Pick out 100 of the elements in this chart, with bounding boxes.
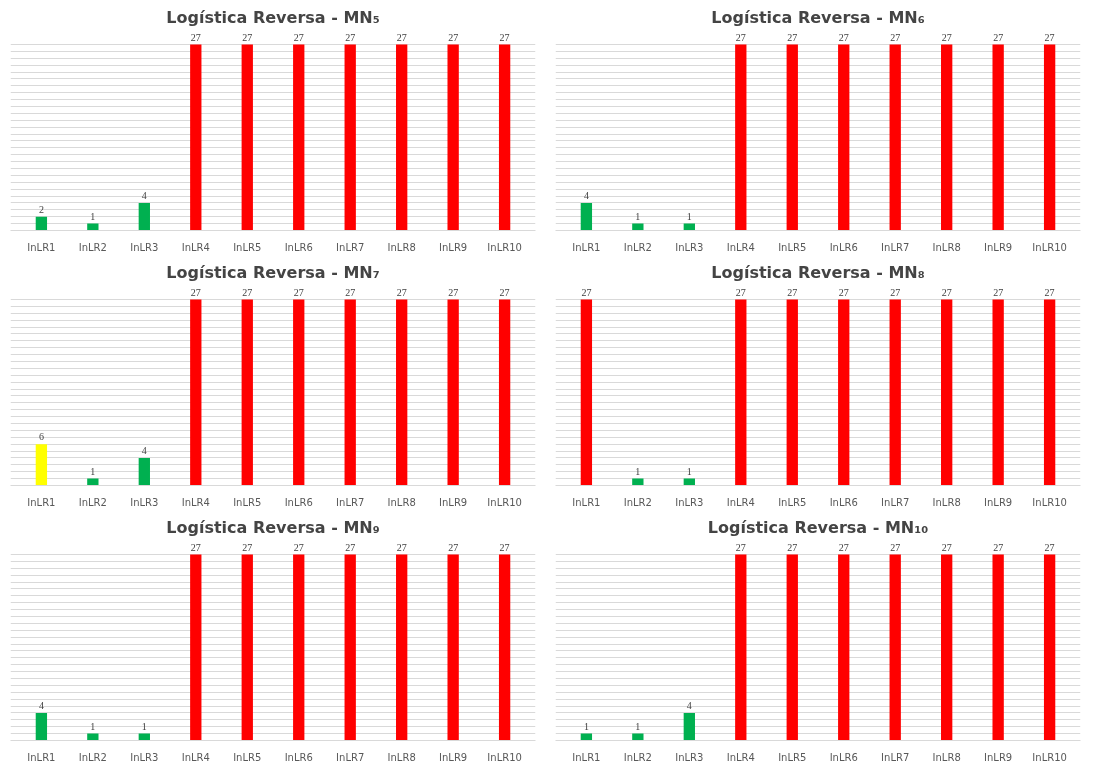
x-tick-label: InLR5 bbox=[233, 241, 262, 253]
x-tick-label: InLR9 bbox=[439, 751, 468, 763]
data-label: 1 bbox=[90, 210, 96, 222]
data-label: 27 bbox=[345, 286, 356, 298]
x-tick-label: InLR2 bbox=[623, 241, 652, 253]
x-tick-label: InLR10 bbox=[1032, 241, 1067, 253]
x-tick-label: InLR4 bbox=[726, 751, 755, 763]
data-label: 27 bbox=[787, 31, 798, 43]
data-label: 2 bbox=[38, 203, 44, 215]
data-label: 27 bbox=[242, 541, 253, 553]
data-label: 1 bbox=[90, 720, 96, 732]
data-label: 1 bbox=[583, 720, 589, 732]
data-label: 1 bbox=[90, 465, 96, 477]
data-label: 4 bbox=[141, 189, 147, 201]
data-label: 27 bbox=[396, 31, 407, 43]
data-label: 1 bbox=[686, 210, 692, 222]
data-label: 27 bbox=[735, 286, 746, 298]
data-label: 27 bbox=[1044, 31, 1055, 43]
x-tick-label: InLR6 bbox=[829, 496, 858, 508]
x-tick-label: InLR10 bbox=[487, 496, 522, 508]
x-tick-label: InLR3 bbox=[675, 496, 704, 508]
x-tick-label: InLR6 bbox=[284, 241, 313, 253]
data-label: 27 bbox=[448, 286, 459, 298]
data-label: 27 bbox=[941, 541, 952, 553]
x-tick-label: InLR2 bbox=[78, 496, 107, 508]
x-tick-label: InLR7 bbox=[881, 496, 910, 508]
data-label: 27 bbox=[499, 286, 510, 298]
data-label: 27 bbox=[581, 286, 592, 298]
data-label: 27 bbox=[993, 541, 1004, 553]
x-tick-label: InLR3 bbox=[130, 751, 159, 763]
data-label: 27 bbox=[293, 31, 304, 43]
x-tick-label: InLR5 bbox=[778, 496, 807, 508]
data-label: 27 bbox=[499, 541, 510, 553]
data-label: 27 bbox=[787, 286, 798, 298]
x-tick-label: InLR4 bbox=[726, 241, 755, 253]
data-label: 27 bbox=[190, 31, 201, 43]
data-label: 27 bbox=[448, 31, 459, 43]
x-tick-label: InLR5 bbox=[233, 496, 262, 508]
x-tick-label: InLR9 bbox=[984, 751, 1013, 763]
x-tick-label: InLR8 bbox=[932, 496, 961, 508]
chart-title: Logística Reversa - MN₉ bbox=[166, 517, 380, 537]
data-label: 1 bbox=[635, 465, 641, 477]
x-tick-label: InLR10 bbox=[1032, 496, 1067, 508]
data-label: 27 bbox=[838, 31, 849, 43]
x-tick-label: InLR3 bbox=[675, 241, 704, 253]
chart-title: Logística Reversa - MN₈ bbox=[711, 262, 925, 282]
x-tick-label: InLR3 bbox=[675, 751, 704, 763]
data-label: 27 bbox=[838, 541, 849, 553]
x-tick-label: InLR8 bbox=[387, 241, 416, 253]
data-label: 27 bbox=[890, 31, 901, 43]
x-tick-label: InLR5 bbox=[778, 241, 807, 253]
x-tick-label: InLR2 bbox=[623, 751, 652, 763]
x-tick-label: InLR5 bbox=[778, 751, 807, 763]
data-label: 27 bbox=[396, 286, 407, 298]
chart-title: Logística Reversa - MN₁₀ bbox=[707, 517, 929, 537]
x-tick-label: InLR1 bbox=[27, 241, 56, 253]
data-label: 27 bbox=[993, 286, 1004, 298]
data-label: 27 bbox=[787, 541, 798, 553]
x-tick-label: InLR1 bbox=[572, 241, 601, 253]
x-tick-label: InLR1 bbox=[27, 751, 56, 763]
x-tick-label: InLR10 bbox=[1032, 751, 1067, 763]
x-tick-label: InLR8 bbox=[387, 751, 416, 763]
data-label: 27 bbox=[735, 541, 746, 553]
chart-title: Logística Reversa - MN₆ bbox=[711, 7, 925, 27]
x-tick-label: InLR5 bbox=[233, 751, 262, 763]
x-tick-label: InLR6 bbox=[284, 496, 313, 508]
data-label: 27 bbox=[293, 286, 304, 298]
data-label: 1 bbox=[141, 720, 147, 732]
x-tick-label: InLR8 bbox=[932, 241, 961, 253]
data-label: 4 bbox=[38, 699, 44, 711]
x-tick-label: InLR8 bbox=[932, 751, 961, 763]
x-tick-label: InLR4 bbox=[726, 496, 755, 508]
x-tick-label: InLR3 bbox=[130, 496, 159, 508]
x-tick-label: InLR3 bbox=[130, 241, 159, 253]
x-tick-label: InLR4 bbox=[181, 496, 210, 508]
data-label: 27 bbox=[242, 286, 253, 298]
x-tick-label: InLR7 bbox=[336, 751, 365, 763]
x-tick-label: InLR9 bbox=[439, 241, 468, 253]
data-label: 1 bbox=[686, 465, 692, 477]
data-label: 27 bbox=[941, 286, 952, 298]
x-tick-label: InLR6 bbox=[284, 751, 313, 763]
x-tick-label: InLR9 bbox=[984, 241, 1013, 253]
data-label: 27 bbox=[941, 31, 952, 43]
data-label: 27 bbox=[499, 31, 510, 43]
x-tick-label: InLR10 bbox=[487, 241, 522, 253]
data-label: 27 bbox=[838, 286, 849, 298]
x-tick-label: InLR4 bbox=[181, 241, 210, 253]
data-label: 1 bbox=[635, 210, 641, 222]
data-label: 1 bbox=[635, 720, 641, 732]
x-tick-label: InLR6 bbox=[829, 751, 858, 763]
data-label: 27 bbox=[1044, 286, 1055, 298]
x-tick-label: InLR8 bbox=[387, 496, 416, 508]
data-label: 27 bbox=[993, 31, 1004, 43]
data-label: 27 bbox=[190, 541, 201, 553]
x-tick-label: InLR9 bbox=[984, 496, 1013, 508]
x-tick-label: InLR10 bbox=[487, 751, 522, 763]
data-label: 27 bbox=[890, 286, 901, 298]
data-label: 27 bbox=[448, 541, 459, 553]
data-label: 27 bbox=[293, 541, 304, 553]
x-tick-label: InLR2 bbox=[78, 241, 107, 253]
